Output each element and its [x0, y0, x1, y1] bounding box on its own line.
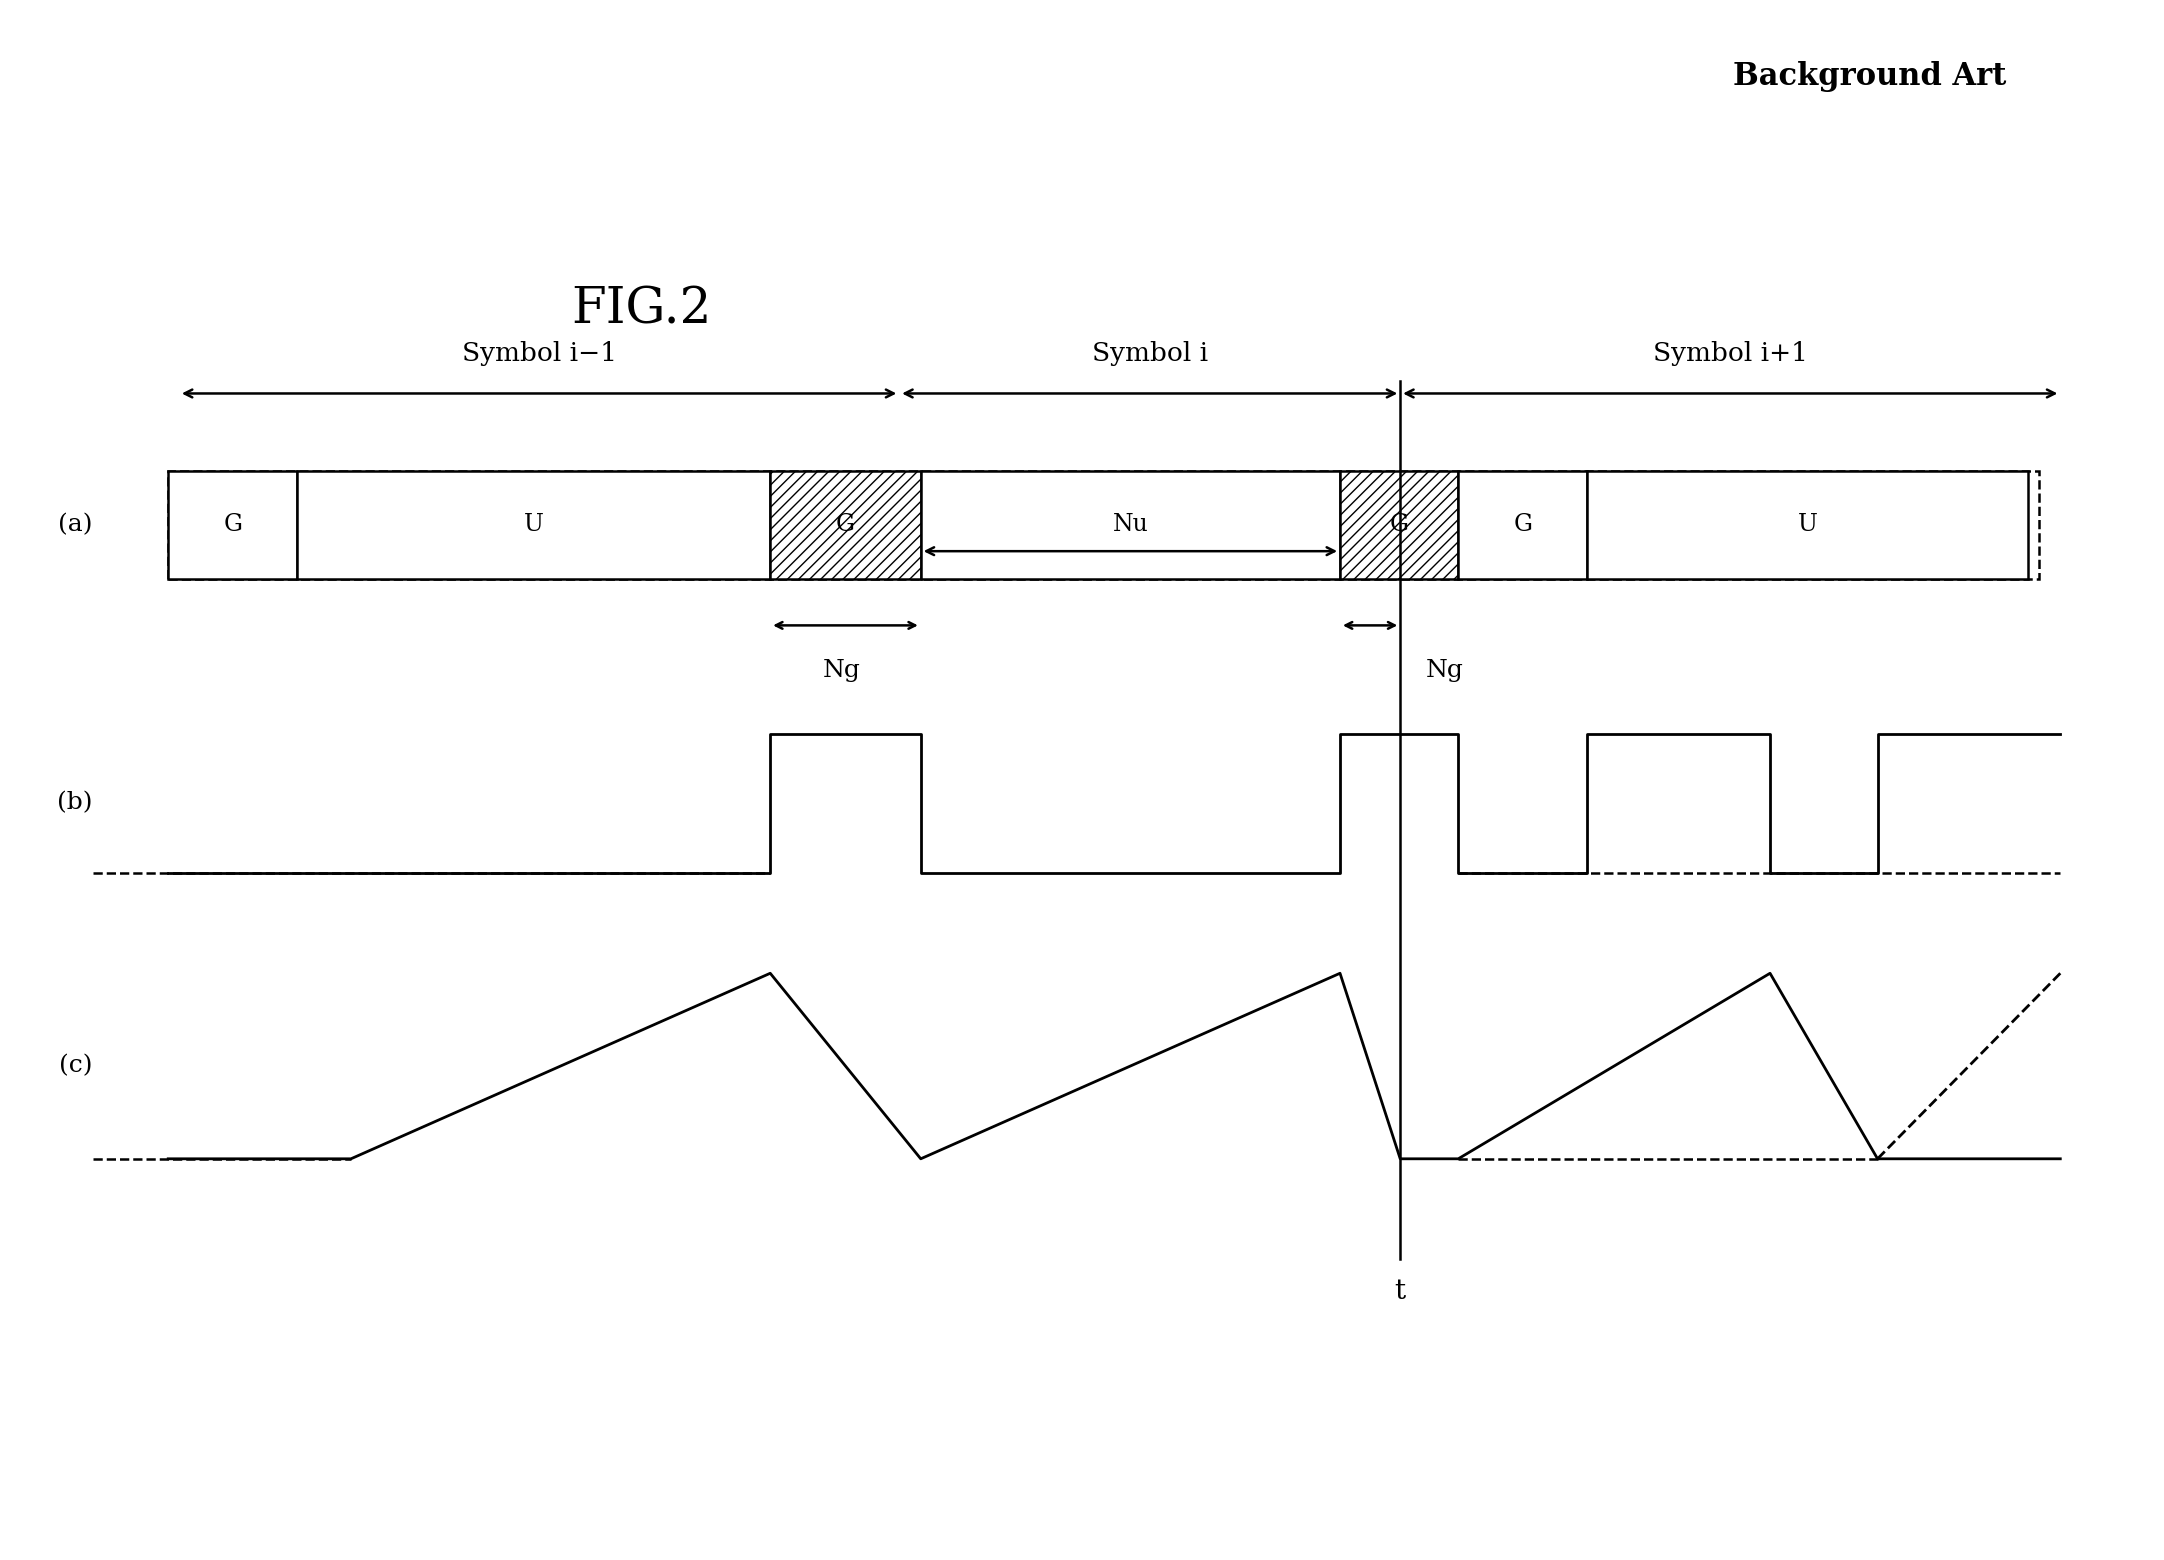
Bar — [169, 471, 296, 579]
Text: Ng: Ng — [822, 660, 859, 682]
Text: (b): (b) — [58, 791, 93, 814]
Text: Symbol i−1: Symbol i−1 — [461, 340, 617, 365]
Text: t: t — [1394, 1278, 1407, 1304]
Text: Background Art: Background Art — [1733, 61, 2006, 92]
Bar — [1586, 471, 2028, 579]
Text: G: G — [1389, 513, 1409, 537]
Bar — [169, 471, 2038, 579]
Bar — [920, 471, 1340, 579]
Bar — [296, 471, 770, 579]
Text: (a): (a) — [58, 513, 93, 537]
Text: Symbol i+1: Symbol i+1 — [1653, 340, 1807, 365]
Text: G: G — [1513, 513, 1532, 537]
Text: Nu: Nu — [1112, 513, 1149, 537]
Bar — [1459, 471, 1586, 579]
Text: FIG.2: FIG.2 — [571, 285, 712, 335]
Bar — [1340, 471, 1459, 579]
Text: U: U — [524, 513, 543, 537]
Text: G: G — [223, 513, 242, 537]
Text: Ng: Ng — [1426, 660, 1463, 682]
Text: U: U — [1798, 513, 1818, 537]
Text: G: G — [835, 513, 855, 537]
Text: Symbol i: Symbol i — [1091, 340, 1208, 365]
Text: (c): (c) — [58, 1055, 93, 1078]
Bar — [770, 471, 920, 579]
